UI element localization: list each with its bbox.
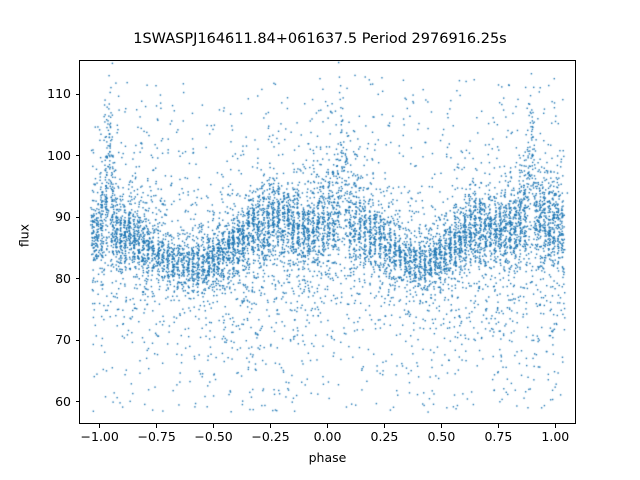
x-tick-mark	[497, 424, 499, 428]
page-title: 1SWASPJ164611.84+061637.5 Period 2976916…	[133, 31, 507, 47]
x-tick-mark	[270, 424, 272, 428]
x-tick-mark	[327, 424, 329, 428]
x-tick-mark	[554, 424, 556, 428]
y-tick-label: 60	[55, 393, 71, 409]
x-tick-label: −0.50	[194, 429, 233, 444]
y-tick-label: 110	[47, 86, 71, 102]
x-tick-label: −0.75	[137, 429, 176, 444]
x-tick-label: 1.00	[541, 429, 570, 444]
x-tick-mark	[383, 424, 385, 428]
scatter-plot-canvas	[80, 61, 575, 423]
x-tick-mark	[99, 424, 101, 428]
x-tick-label: 0.75	[484, 429, 513, 444]
x-tick-label: 0.25	[370, 429, 399, 444]
y-axis-label: flux	[16, 223, 32, 248]
y-tick-label: 70	[55, 332, 71, 348]
plot-axes-area	[79, 60, 576, 424]
x-tick-label: −1.00	[80, 429, 119, 444]
x-tick-label: 0.00	[313, 429, 342, 444]
x-tick-mark	[156, 424, 158, 428]
y-tick-label: 80	[55, 270, 71, 286]
x-tick-label: −0.25	[251, 429, 290, 444]
y-tick-label: 90	[55, 209, 71, 225]
x-axis-label: phase	[308, 450, 347, 465]
x-tick-mark	[213, 424, 215, 428]
x-tick-mark	[440, 424, 442, 428]
x-tick-label: 0.50	[427, 429, 456, 444]
y-tick-label: 100	[47, 147, 71, 163]
